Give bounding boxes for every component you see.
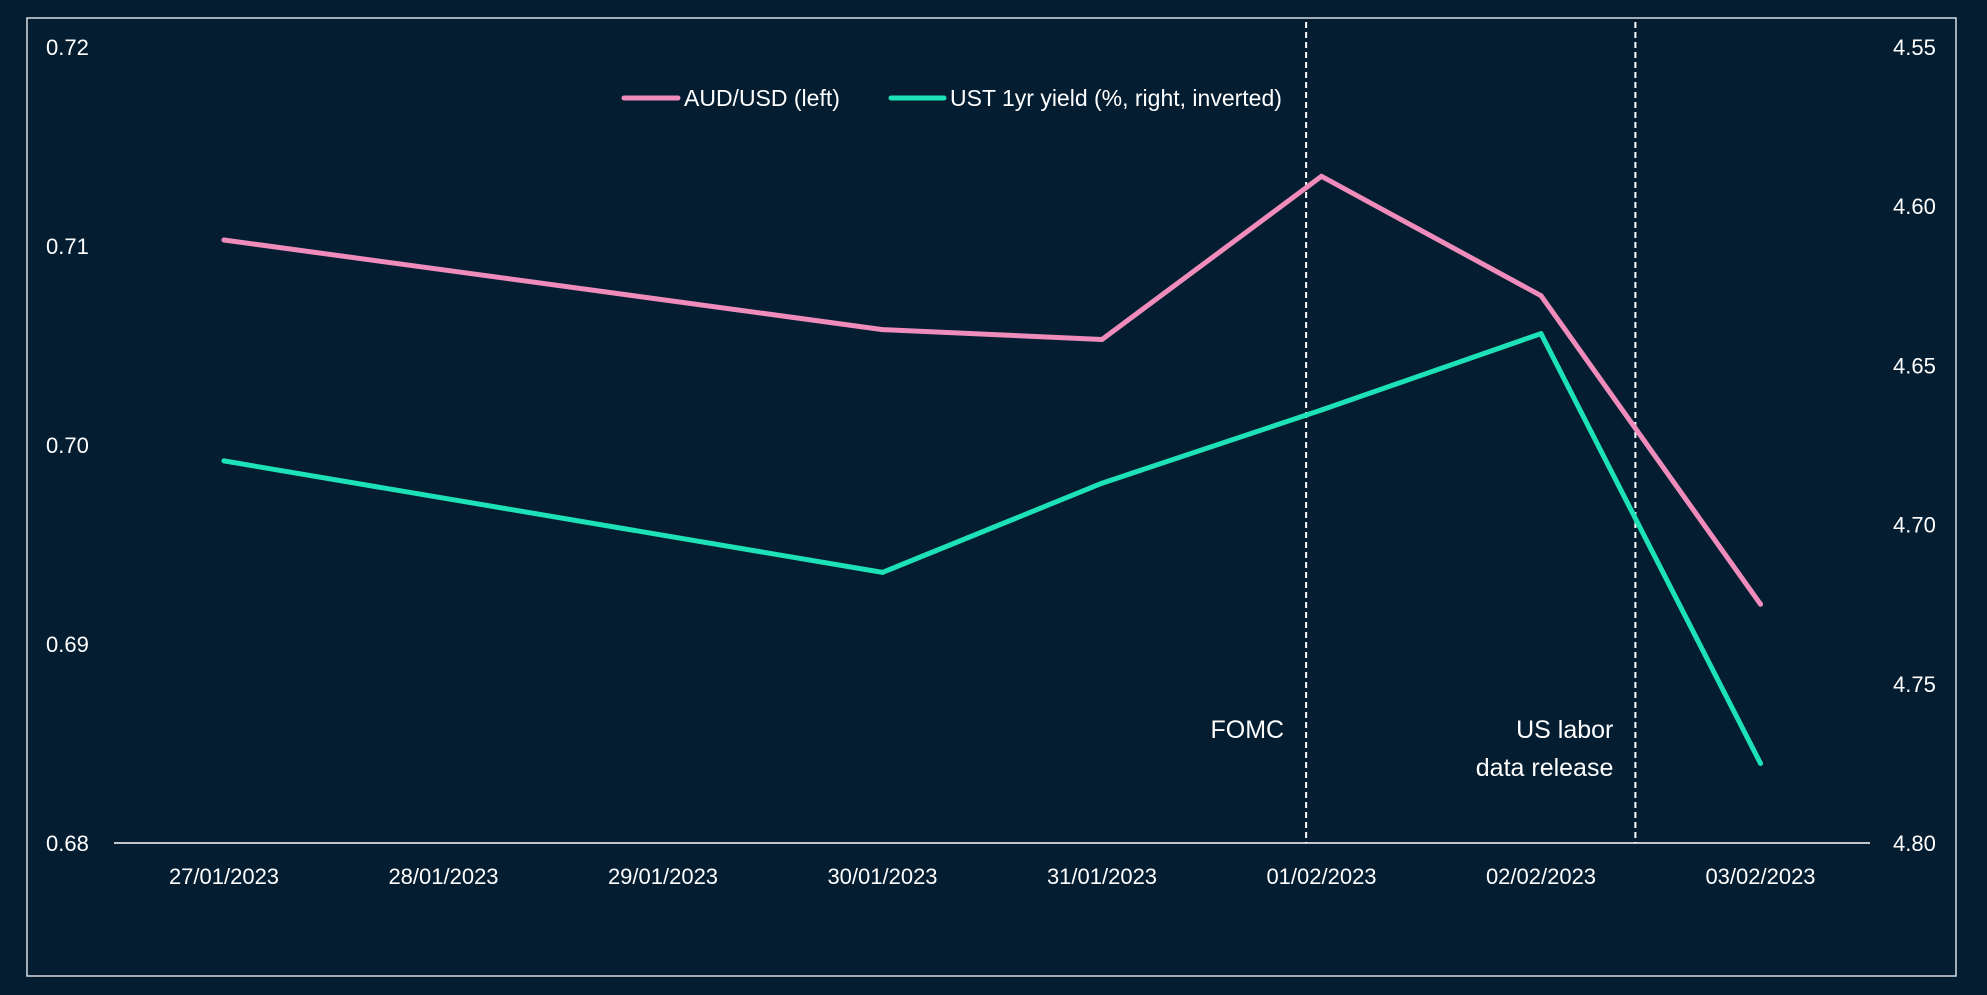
data-point-ust-1yr-yield-right-inverted xyxy=(1758,760,1763,766)
left-axis-ticks: 0.72 0.71 0.70 0.69 0.68 xyxy=(46,35,89,856)
data-point-ust-1yr-yield-right-inverted xyxy=(1538,331,1544,337)
data-point-ust-1yr-yield-right-inverted xyxy=(1319,407,1324,413)
right-tick-label: 4.75 xyxy=(1893,672,1936,697)
legend-label-ust-yield: UST 1yr yield (%, right, inverted) xyxy=(950,85,1282,111)
legend-item-ust-yield: UST 1yr yield (%, right, inverted) xyxy=(888,85,1282,111)
left-tick-label: 0.70 xyxy=(46,433,89,458)
data-point-aud-usd-left xyxy=(1758,601,1763,607)
legend-item-aud-usd: AUD/USD (left) xyxy=(621,85,840,111)
series-layer xyxy=(221,173,1763,766)
x-tick-label: 29/01/2023 xyxy=(608,864,718,889)
data-point-ust-1yr-yield-right-inverted xyxy=(1099,480,1105,486)
legend-label-aud-usd: AUD/USD (left) xyxy=(684,85,840,111)
event-annotations: FOMC US labor data release xyxy=(1211,22,1637,843)
x-axis-ticks: 27/01/2023 28/01/2023 29/01/2023 30/01/2023… xyxy=(169,864,1816,889)
chart-frame xyxy=(26,17,1957,977)
x-tick-label: 27/01/2023 xyxy=(169,864,279,889)
left-tick-label: 0.72 xyxy=(46,35,89,60)
series-line-aud-usd-left xyxy=(221,173,1763,607)
data-point-aud-usd-left xyxy=(1319,173,1324,179)
left-tick-label: 0.68 xyxy=(46,831,89,856)
x-tick-label: 03/02/2023 xyxy=(1705,864,1815,889)
right-tick-label: 4.55 xyxy=(1893,35,1936,60)
x-tick-label: 02/02/2023 xyxy=(1486,864,1596,889)
annotation-label-us-labor-data-release: data release xyxy=(1476,754,1614,782)
right-tick-label: 4.60 xyxy=(1893,194,1936,219)
data-point-ust-1yr-yield-right-inverted xyxy=(221,458,227,464)
left-tick-label: 0.71 xyxy=(46,234,89,259)
right-tick-label: 4.70 xyxy=(1893,513,1936,538)
series-line-ust-1yr-yield-right-inverted xyxy=(221,331,1763,766)
left-tick-label: 0.69 xyxy=(46,632,89,657)
data-point-aud-usd-left xyxy=(1538,293,1544,299)
data-point-aud-usd-left xyxy=(880,327,885,333)
data-point-aud-usd-left xyxy=(1099,337,1105,342)
annotation-label-us-labor-data-release: US labor xyxy=(1516,716,1613,744)
right-axis-ticks: 4.55 4.60 4.65 4.70 4.75 4.80 xyxy=(1893,35,1936,856)
x-tick-label: 31/01/2023 xyxy=(1047,864,1157,889)
x-tick-label: 01/02/2023 xyxy=(1266,864,1376,889)
right-tick-label: 4.80 xyxy=(1893,831,1936,856)
legend: AUD/USD (left) UST 1yr yield (%, right, … xyxy=(621,85,1282,111)
data-point-ust-1yr-yield-right-inverted xyxy=(880,569,885,575)
annotation-label-fomc: FOMC xyxy=(1211,716,1285,744)
data-point-aud-usd-left xyxy=(221,237,227,243)
x-tick-label: 28/01/2023 xyxy=(388,864,498,889)
right-tick-label: 4.65 xyxy=(1893,353,1936,378)
x-tick-label: 30/01/2023 xyxy=(827,864,937,889)
